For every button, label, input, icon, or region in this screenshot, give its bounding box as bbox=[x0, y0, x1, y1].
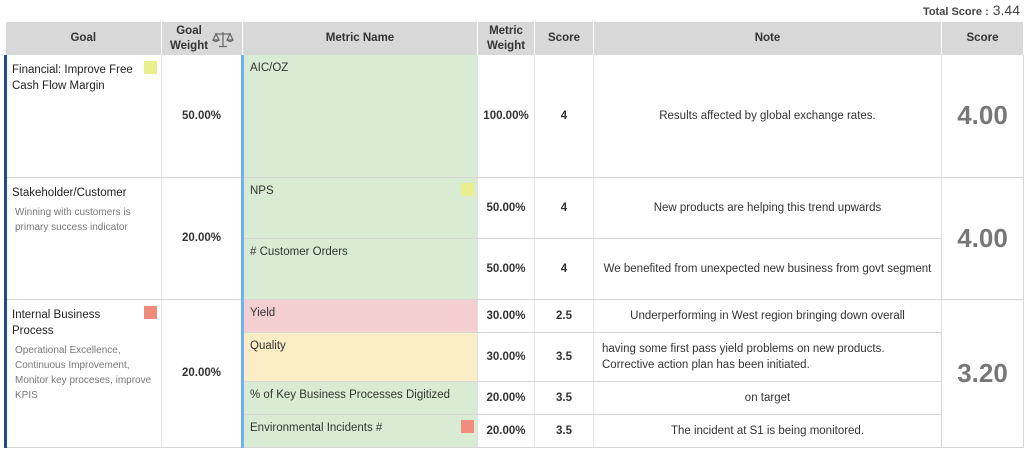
table-row: % of Key Business Processes Digitized 20… bbox=[6, 381, 1024, 415]
metric-name: AIC/OZ bbox=[250, 62, 289, 74]
table-row: Internal Business Process Operational Ex… bbox=[4, 299, 1024, 448]
goal-title: Internal Business Process bbox=[12, 308, 101, 337]
header-metric-weight-line1: Metric bbox=[489, 24, 523, 37]
goal-title: Stakeholder/Customer bbox=[12, 186, 127, 199]
metric-name: % of Key Business Processes Digitized bbox=[250, 388, 451, 401]
goal-weight: 50.00% bbox=[161, 55, 243, 178]
yellow-flag-icon[interactable] bbox=[461, 182, 474, 196]
metric-note[interactable]: The incident at S1 is being monitored. bbox=[593, 414, 942, 448]
header-final-score[interactable]: Score bbox=[941, 22, 1024, 55]
yellow-flag-icon[interactable] bbox=[144, 61, 157, 74]
metric-name-cell[interactable]: Quality bbox=[241, 332, 478, 382]
goal-final-score: 4.00 bbox=[941, 177, 1024, 300]
header-score[interactable]: Score bbox=[534, 22, 594, 55]
metric-weight: 30.00% bbox=[477, 299, 535, 333]
metric-score[interactable]: 4 bbox=[534, 177, 594, 239]
metric-note[interactable]: New products are helping this trend upwa… bbox=[593, 177, 942, 239]
metric-name: Quality bbox=[250, 339, 286, 352]
metric-name-cell[interactable]: Environmental Incidents # bbox=[241, 414, 478, 448]
header-goal-weight[interactable]: Goal Weight bbox=[161, 22, 243, 55]
table-row: Stakeholder/Customer Winning with custom… bbox=[4, 177, 1024, 300]
metric-weight: 20.00% bbox=[477, 414, 535, 448]
goal-description: Winning with customers is primary succes… bbox=[15, 206, 131, 233]
metric-note[interactable]: on target bbox=[593, 381, 942, 415]
header-metric-name[interactable]: Metric Name bbox=[242, 22, 478, 55]
metric-name: Environmental Incidents # bbox=[250, 421, 383, 434]
table-row: # Customer Orders 50.00% 4 We benefited … bbox=[6, 238, 1024, 300]
metric-weight: 30.00% bbox=[477, 332, 535, 382]
header-metric-weight-line2: Weight bbox=[486, 39, 526, 52]
metric-weight: 100.00% bbox=[477, 55, 535, 178]
total-score-value: 3.44 bbox=[992, 2, 1020, 18]
metric-note[interactable]: We benefited from unexpected new busines… bbox=[593, 238, 942, 300]
header-goal-weight-line2: Weight bbox=[169, 39, 209, 52]
metric-note[interactable]: Underperforming in West region bringing … bbox=[593, 299, 942, 333]
balance-scale-icon[interactable] bbox=[212, 30, 235, 48]
goal-description: Operational Excellence, Continuous Impro… bbox=[15, 344, 152, 401]
header-metric-weight[interactable]: Metric Weight bbox=[477, 22, 535, 55]
metric-name: NPS bbox=[250, 184, 274, 197]
metric-name-cell[interactable]: # Customer Orders bbox=[241, 238, 478, 300]
goal-weight: 20.00% bbox=[161, 299, 243, 448]
metric-note[interactable]: Results affected by global exchange rate… bbox=[593, 55, 942, 178]
goal-cell[interactable]: Financial: Improve Free Cash Flow Margin bbox=[4, 55, 162, 178]
total-score-label: Total Score : bbox=[922, 6, 989, 18]
goal-final-score: 4.00 bbox=[941, 55, 1024, 178]
metric-weight: 20.00% bbox=[477, 381, 535, 415]
metric-name: Yield bbox=[250, 306, 276, 319]
metric-score[interactable]: 4 bbox=[534, 55, 594, 178]
metric-name: # Customer Orders bbox=[250, 245, 348, 258]
metric-score[interactable]: 3.5 bbox=[534, 414, 594, 448]
total-score: Total Score : 3.44 bbox=[923, 2, 1020, 22]
metric-name-cell[interactable]: NPS bbox=[241, 177, 478, 239]
table-row: Quality 30.00% 3.5 having some first pas… bbox=[6, 332, 1024, 382]
goal-cell[interactable]: Internal Business Process Operational Ex… bbox=[4, 299, 162, 448]
table-header-row: Goal Goal Weight bbox=[5, 22, 1024, 55]
goal-weight: 20.00% bbox=[161, 177, 243, 300]
metric-weight: 50.00% bbox=[477, 238, 535, 300]
goal-cell[interactable]: Stakeholder/Customer Winning with custom… bbox=[4, 177, 162, 300]
metric-score[interactable]: 3.5 bbox=[534, 381, 594, 415]
table-row: Environmental Incidents # 20.00% 3.5 The… bbox=[6, 414, 1024, 448]
scorecard-table: Goal Goal Weight bbox=[4, 22, 1024, 448]
metric-name-cell[interactable]: AIC/OZ bbox=[241, 55, 478, 178]
metric-score[interactable]: 4 bbox=[534, 238, 594, 300]
header-goal-weight-line1: Goal bbox=[176, 24, 202, 37]
red-flag-icon[interactable] bbox=[144, 305, 157, 319]
metric-note[interactable]: having some first pass yield problems on… bbox=[593, 332, 942, 382]
goal-final-score: 3.20 bbox=[941, 299, 1024, 448]
header-goal[interactable]: Goal bbox=[5, 22, 162, 55]
metric-name-cell[interactable]: % of Key Business Processes Digitized bbox=[241, 381, 478, 415]
metric-score[interactable]: 3.5 bbox=[534, 332, 594, 382]
metric-weight: 50.00% bbox=[477, 177, 535, 239]
table-row: Financial: Improve Free Cash Flow Margin… bbox=[4, 55, 1024, 178]
red-flag-icon[interactable] bbox=[461, 419, 474, 433]
header-note[interactable]: Note bbox=[593, 22, 942, 55]
goal-title: Financial: Improve Free Cash Flow Margin bbox=[12, 64, 133, 92]
metric-name-cell[interactable]: Yield bbox=[241, 299, 478, 333]
metric-score[interactable]: 2.5 bbox=[534, 299, 594, 333]
